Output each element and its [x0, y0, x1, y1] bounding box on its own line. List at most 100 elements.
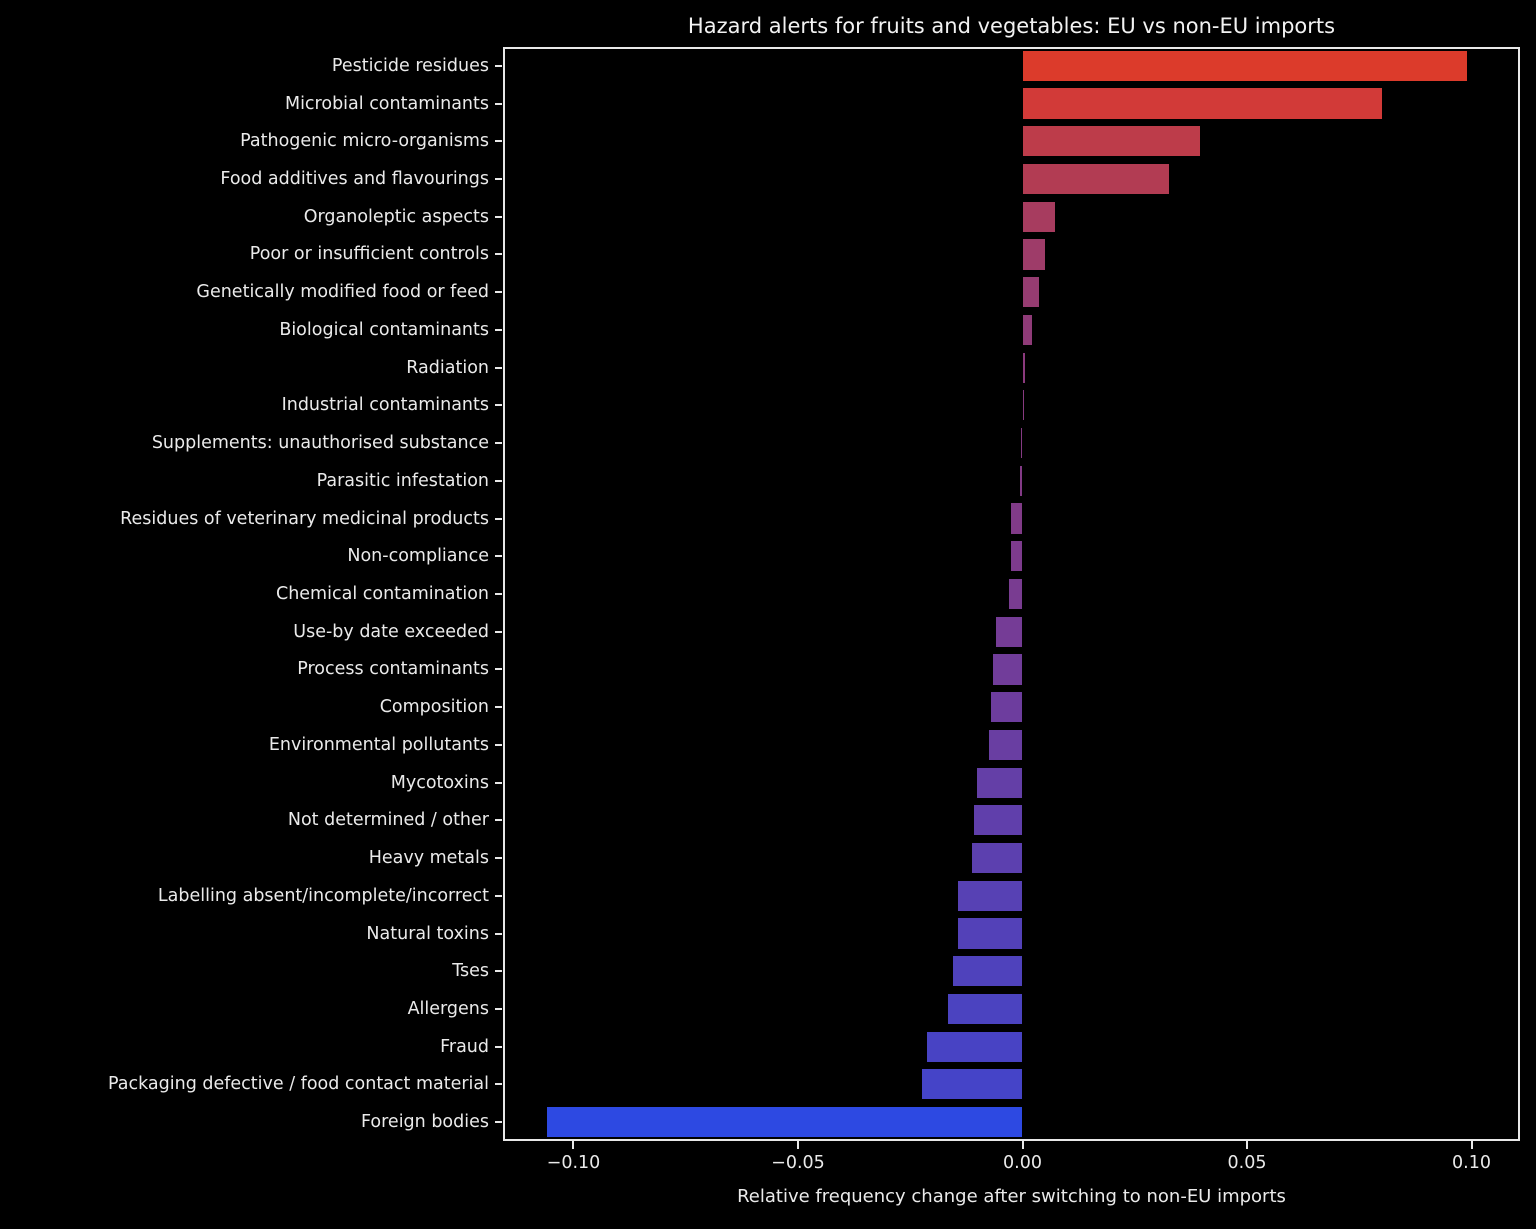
y-tick-label: Supplements: unauthorised substance [151, 433, 489, 454]
y-tick-mark [495, 442, 502, 445]
x-tick-label: 0.05 [1227, 1153, 1267, 1173]
x-tick-mark [1246, 1141, 1248, 1149]
bar [972, 842, 1023, 874]
bar [1022, 126, 1200, 157]
y-tick-label: Biological contaminants [279, 319, 489, 340]
y-tick-mark [495, 1121, 502, 1124]
y-tick-mark [495, 894, 502, 897]
y-tick-mark [495, 1007, 502, 1010]
bar [1022, 352, 1026, 383]
bar [1021, 428, 1023, 459]
y-tick-mark [495, 743, 502, 746]
bar [991, 692, 1023, 723]
y-tick-label: Packaging defective / food contact mater… [107, 1074, 489, 1095]
bar [1009, 578, 1023, 610]
y-tick-mark [495, 253, 502, 256]
y-tick-mark [495, 140, 502, 143]
x-tick-label: −0.05 [771, 1153, 825, 1173]
y-tick-label: Use-by date exceeded [293, 621, 489, 642]
y-tick-mark [495, 291, 502, 294]
y-tick-label: Pathogenic micro-organisms [240, 131, 489, 152]
y-tick-mark [495, 555, 502, 558]
x-axis-label: Relative frequency change after switchin… [737, 1186, 1286, 1207]
y-tick-mark [495, 819, 502, 822]
y-tick-mark [495, 593, 502, 595]
y-tick-mark [495, 404, 502, 407]
bar [921, 1069, 1023, 1100]
y-tick-mark [495, 1045, 502, 1048]
y-tick-label: Radiation [406, 357, 489, 378]
y-tick-mark [495, 517, 502, 520]
y-tick-label: Not determined / other [287, 810, 489, 831]
bar [1022, 239, 1045, 270]
y-tick-label: Non-compliance [347, 546, 489, 567]
bar [926, 1031, 1023, 1062]
bar [996, 616, 1023, 647]
chart-title: Hazard alerts for fruits and vegetables:… [687, 14, 1336, 38]
y-tick-mark [495, 668, 502, 671]
y-tick-mark [495, 215, 502, 218]
bar [547, 1107, 1023, 1138]
y-tick-label: Residues of veterinary medicinal product… [120, 508, 489, 529]
bar [1010, 541, 1023, 572]
y-tick-mark [495, 178, 502, 181]
y-tick-mark [495, 479, 502, 482]
y-tick-label: Foreign bodies [360, 1112, 489, 1133]
y-tick-mark [495, 857, 502, 860]
plot-area [503, 47, 1520, 1141]
bar [1019, 465, 1023, 496]
y-tick-label: Industrial contaminants [281, 395, 489, 416]
y-tick-mark [495, 706, 502, 709]
bar [1022, 163, 1170, 195]
y-tick-label: Tses [452, 961, 489, 982]
bar [1022, 314, 1033, 345]
bar [989, 729, 1023, 760]
y-tick-mark [495, 328, 502, 331]
y-tick-label: Process contaminants [297, 659, 489, 680]
y-tick-label: Microbial contaminants [284, 93, 489, 114]
y-tick-mark [495, 970, 502, 973]
y-tick-label: Natural toxins [366, 923, 489, 944]
bar [1011, 503, 1023, 534]
bar [953, 956, 1023, 987]
x-tick-mark [572, 1141, 575, 1149]
y-tick-label: Food additives and flavourings [220, 169, 489, 190]
bar [957, 918, 1023, 949]
y-tick-mark [495, 932, 502, 935]
y-tick-label: Parasitic infestation [316, 470, 489, 491]
y-tick-label: Genetically modified food or feed [196, 282, 489, 303]
y-tick-mark [495, 1083, 502, 1086]
y-tick-label: Labelling absent/incomplete/incorrect [157, 885, 489, 906]
y-tick-mark [495, 102, 502, 105]
y-tick-mark [495, 781, 502, 784]
bar [993, 654, 1023, 685]
x-tick-label: 0.10 [1452, 1153, 1491, 1173]
y-tick-label: Heavy metals [368, 848, 489, 869]
y-tick-label: Organoleptic aspects [303, 206, 489, 227]
x-tick-mark [1470, 1141, 1473, 1149]
y-tick-mark [495, 630, 502, 633]
y-tick-label: Composition [379, 697, 489, 718]
x-tick-label: −0.10 [546, 1153, 601, 1173]
bar [1022, 88, 1382, 119]
y-tick-label: Chemical contamination [275, 584, 489, 604]
bar [976, 767, 1023, 798]
bar [1022, 50, 1468, 81]
x-tick-label: 0.00 [1003, 1153, 1042, 1173]
y-tick-label: Environmental pollutants [268, 734, 489, 755]
y-tick-label: Allergens [407, 998, 489, 1019]
bar [1022, 201, 1056, 232]
y-tick-mark [495, 64, 502, 67]
y-tick-label: Mycotoxins [390, 772, 489, 793]
bar [958, 880, 1023, 911]
bar [1022, 390, 1024, 421]
x-tick-mark [1021, 1141, 1024, 1149]
y-tick-mark [495, 366, 502, 369]
bar [1022, 277, 1040, 308]
y-tick-label: Pesticide residues [331, 55, 489, 76]
y-tick-label: Poor or insufficient controls [249, 244, 489, 265]
y-tick-label: Fraud [440, 1036, 489, 1057]
bar [974, 805, 1023, 836]
bar [948, 993, 1023, 1025]
